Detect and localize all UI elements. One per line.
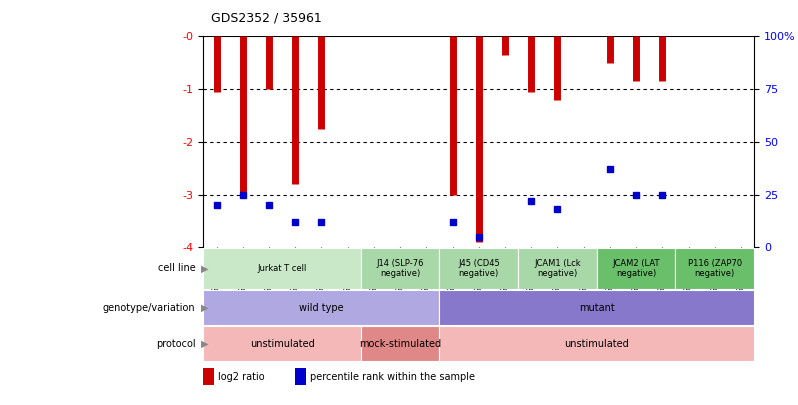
Text: ▶: ▶ [201, 303, 208, 313]
Text: ▶: ▶ [201, 263, 208, 273]
Text: log2 ratio: log2 ratio [218, 372, 264, 382]
Bar [518, 248, 597, 289]
Text: mutant: mutant [579, 303, 614, 313]
Bar [295, 369, 306, 385]
Text: JCAM2 (LAT
negative): JCAM2 (LAT negative) [612, 259, 660, 278]
Text: unstimulated: unstimulated [250, 339, 314, 349]
Text: wild type: wild type [299, 303, 344, 313]
Bar [203, 326, 361, 361]
Bar [361, 326, 440, 361]
Text: J45 (CD45
negative): J45 (CD45 negative) [458, 259, 500, 278]
Text: ▶: ▶ [201, 339, 208, 349]
Text: cell line: cell line [158, 263, 196, 273]
Bar [440, 290, 754, 325]
Text: unstimulated: unstimulated [564, 339, 629, 349]
Bar [361, 248, 440, 289]
Bar [203, 290, 440, 325]
Text: Jurkat T cell: Jurkat T cell [258, 264, 307, 273]
Text: percentile rank within the sample: percentile rank within the sample [310, 372, 475, 382]
Text: JCAM1 (Lck
negative): JCAM1 (Lck negative) [534, 259, 581, 278]
Text: J14 (SLP-76
negative): J14 (SLP-76 negative) [377, 259, 424, 278]
Bar [675, 248, 754, 289]
Bar [203, 248, 361, 289]
Text: P116 (ZAP70
negative): P116 (ZAP70 negative) [688, 259, 742, 278]
Text: protocol: protocol [156, 339, 196, 349]
Bar [203, 369, 214, 385]
Text: genotype/variation: genotype/variation [103, 303, 196, 313]
Text: mock-stimulated: mock-stimulated [359, 339, 441, 349]
Bar [440, 326, 754, 361]
Bar [440, 248, 518, 289]
Text: GDS2352 / 35961: GDS2352 / 35961 [211, 11, 322, 24]
Bar [597, 248, 675, 289]
